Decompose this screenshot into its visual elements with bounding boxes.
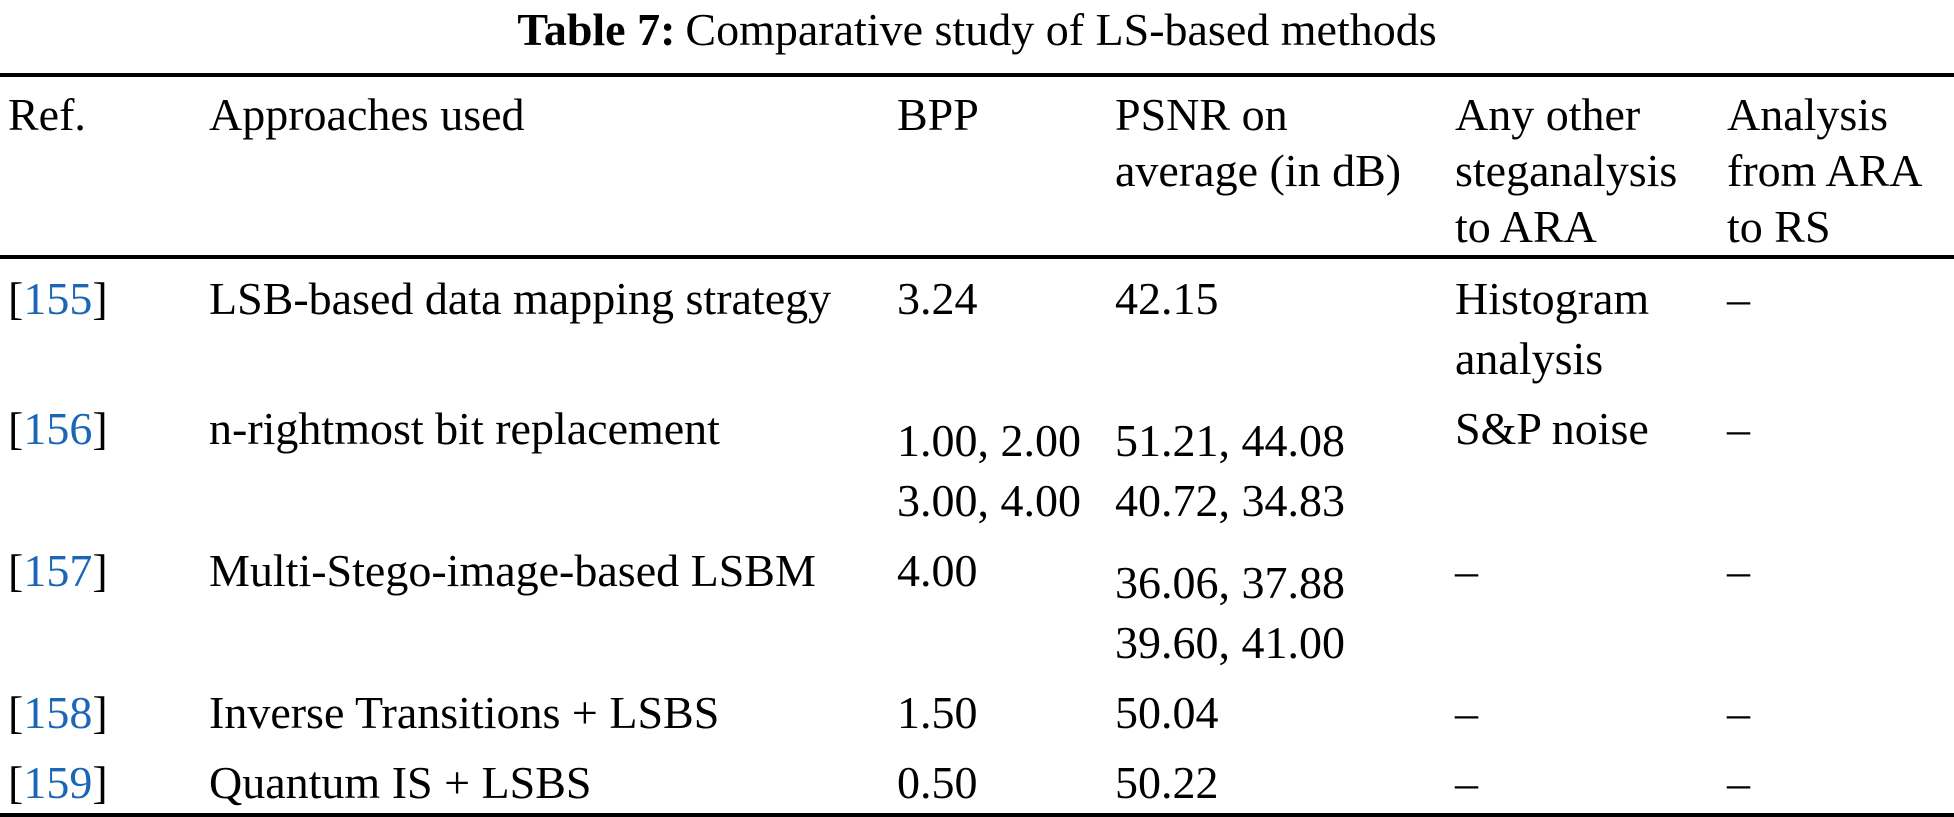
- cell-approach: Inverse Transitions + LSBS: [209, 687, 720, 738]
- cell-steganalysis: –: [1455, 757, 1478, 808]
- column-header-steganalysis: Any other steganalysis to ARA: [1455, 77, 1727, 259]
- table-row: [158] Inverse Transitions + LSBS 1.50 50…: [0, 673, 1954, 743]
- cell-approach: n-rightmost bit replacement: [209, 403, 720, 454]
- cell-analysis: –: [1727, 273, 1750, 324]
- ref-link-159[interactable]: 159: [23, 757, 93, 808]
- cell-steganalysis: Histogram analysis: [1455, 273, 1650, 384]
- cell-steganalysis: S&P noise: [1455, 403, 1649, 454]
- ref-bracket-close: ]: [92, 545, 108, 596]
- ref-link-156[interactable]: 156: [23, 403, 93, 454]
- cell-psnr: 51.21, 44.08 40.72, 34.83: [1115, 415, 1345, 526]
- cell-ref: [157]: [0, 531, 209, 673]
- cell-steganalysis: –: [1455, 687, 1478, 738]
- paper-page: Table 7: Comparative study of LS-based me…: [0, 4, 1954, 817]
- cell-psnr: 50.22: [1115, 757, 1219, 808]
- cell-analysis: –: [1727, 403, 1750, 454]
- cell-approach: LSB-based data mapping strategy: [209, 273, 832, 324]
- cell-analysis: –: [1727, 757, 1750, 808]
- cell-bpp: 0.50: [897, 757, 978, 808]
- cell-bpp: 3.24: [897, 273, 978, 324]
- table-caption-label: Table 7:: [517, 4, 676, 55]
- cell-psnr: 42.15: [1115, 273, 1219, 324]
- table-caption: Table 7: Comparative study of LS-based me…: [0, 4, 1954, 56]
- cell-approach: Multi-Stego-image-based LSBM: [209, 545, 816, 596]
- ref-bracket-close: ]: [92, 757, 108, 808]
- cell-analysis: –: [1727, 545, 1750, 596]
- column-header-bpp: BPP: [897, 77, 1115, 259]
- ref-link-155[interactable]: 155: [23, 273, 93, 324]
- ref-link-158[interactable]: 158: [23, 687, 93, 738]
- ref-bracket-open: [: [8, 757, 24, 808]
- column-header-approaches: Approaches used: [209, 77, 897, 259]
- cell-ref: [158]: [0, 673, 209, 743]
- cell-approach: Quantum IS + LSBS: [209, 757, 592, 808]
- ref-bracket-close: ]: [92, 687, 108, 738]
- cell-analysis: –: [1727, 687, 1750, 738]
- ref-bracket-open: [: [8, 687, 24, 738]
- cell-bpp: 4.00: [897, 545, 978, 596]
- cell-bpp: 1.50: [897, 687, 978, 738]
- ref-bracket-open: [: [8, 403, 24, 454]
- cell-ref: [159]: [0, 743, 209, 813]
- table-header-row: Ref. Approaches used BPP PSNR on average…: [0, 77, 1954, 259]
- ref-bracket-close: ]: [92, 273, 108, 324]
- cell-steganalysis: –: [1455, 545, 1478, 596]
- comparison-table: Ref. Approaches used BPP PSNR on average…: [0, 73, 1954, 817]
- cell-ref: [156]: [0, 389, 209, 531]
- table-row: [159] Quantum IS + LSBS 0.50 50.22 – –: [0, 743, 1954, 813]
- cell-psnr: 36.06, 37.88 39.60, 41.00: [1115, 557, 1345, 668]
- cell-ref: [155]: [0, 259, 209, 389]
- ref-bracket-open: [: [8, 273, 24, 324]
- ref-bracket-open: [: [8, 545, 24, 596]
- cell-bpp: 1.00, 2.00 3.00, 4.00: [897, 415, 1081, 526]
- column-header-analysis: Analysis from ARA to RS: [1727, 77, 1954, 259]
- table-row: [157] Multi-Stego-image-based LSBM 4.00 …: [0, 531, 1954, 673]
- table-caption-text: Comparative study of LS-based methods: [685, 4, 1437, 55]
- ref-bracket-close: ]: [92, 403, 108, 454]
- table-row: [156] n-rightmost bit replacement 1.00, …: [0, 389, 1954, 531]
- table-row: [155] LSB-based data mapping strategy 3.…: [0, 259, 1954, 389]
- ref-link-157[interactable]: 157: [23, 545, 93, 596]
- cell-psnr: 50.04: [1115, 687, 1219, 738]
- column-header-psnr: PSNR on average (in dB): [1115, 77, 1455, 259]
- column-header-ref: Ref.: [0, 77, 209, 259]
